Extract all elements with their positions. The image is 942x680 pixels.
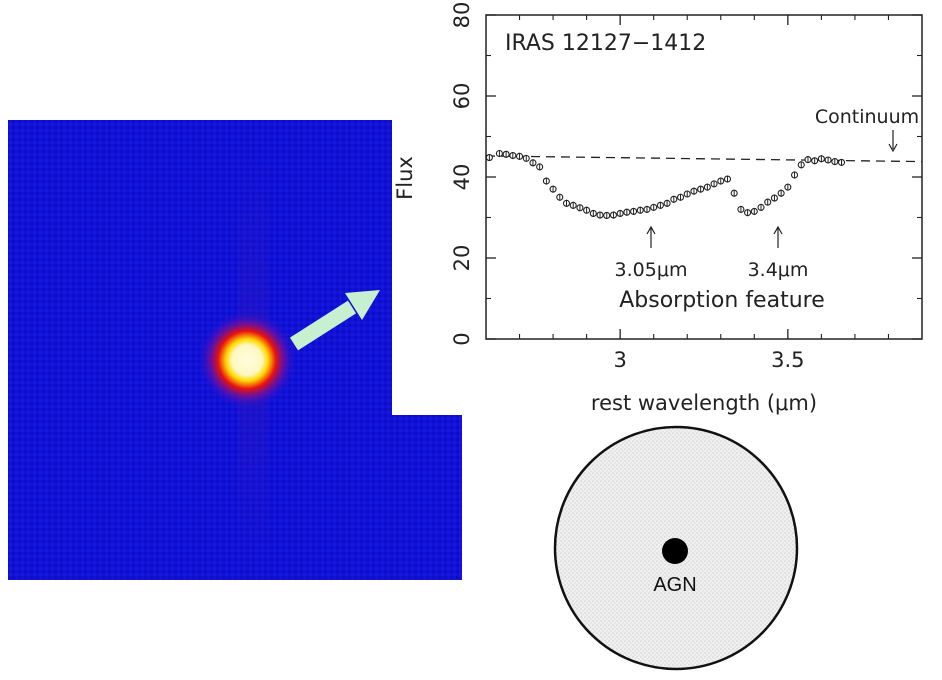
data-point (737, 205, 745, 213)
y-axis-label: Flux (393, 156, 417, 200)
data-point (485, 154, 493, 162)
data-point (750, 207, 758, 215)
feature-34-label: 3.4μm (748, 259, 809, 281)
data-point (495, 149, 503, 158)
data-point (697, 185, 705, 193)
data-point (656, 201, 664, 209)
axis-tick-labels: 0 20 40 60 80 3 3.5 (450, 2, 805, 372)
data-point (690, 187, 698, 195)
bright-source (197, 310, 297, 410)
continuum-arrow (888, 130, 898, 153)
chart-title: IRAS 12127−1412 (505, 31, 706, 56)
data-point (744, 209, 752, 217)
data-point (609, 211, 617, 219)
data-point (663, 199, 671, 207)
feature-305-label: 3.05μm (615, 259, 688, 281)
data-point (583, 206, 591, 214)
absorption-feature-label: Absorption feature (619, 288, 825, 313)
data-point (791, 171, 799, 179)
pointer-arrow (289, 290, 380, 351)
y-tick-label: 40 (450, 164, 474, 191)
data-point (777, 189, 785, 197)
data-point (670, 195, 678, 203)
data-point (676, 193, 685, 201)
data-point (616, 209, 624, 217)
data-point (683, 190, 691, 198)
data-point (784, 183, 792, 191)
x-tick-label: 3 (613, 348, 626, 372)
data-point (522, 154, 530, 162)
data-point (730, 189, 738, 197)
data-point (817, 155, 825, 163)
data-point (717, 177, 725, 185)
data-point (764, 198, 772, 206)
axis-ticks (486, 14, 922, 340)
data-point (804, 156, 812, 164)
data-point (562, 199, 571, 207)
feature-34-arrow (773, 225, 783, 248)
agn-nucleus (662, 538, 688, 564)
data-point (710, 180, 718, 188)
data-point (811, 157, 819, 165)
data-point (576, 204, 584, 212)
data-point (636, 206, 644, 214)
data-point (630, 207, 638, 215)
feature-305-arrow (646, 225, 656, 248)
data-point (515, 152, 524, 160)
data-point (542, 177, 550, 185)
continuum-annotation: Continuum (815, 106, 919, 128)
data-point (703, 183, 711, 191)
data-point (831, 158, 839, 166)
agn-label: AGN (653, 574, 696, 596)
x-axis-label: rest wavelength (μm) (591, 391, 817, 415)
data-point (589, 209, 597, 217)
data-point (824, 156, 832, 164)
data-point (529, 159, 537, 167)
data-point (549, 185, 557, 193)
data-points (485, 149, 846, 220)
data-point (650, 203, 658, 211)
data-point (556, 193, 564, 201)
y-tick-label: 20 (450, 245, 474, 272)
data-point (757, 203, 765, 211)
data-point (603, 211, 611, 220)
data-point (797, 161, 805, 169)
data-point (536, 163, 544, 171)
y-tick-label: 0 (450, 332, 474, 345)
data-point (502, 150, 510, 158)
data-point (596, 211, 604, 219)
data-point (837, 158, 846, 166)
y-tick-label: 80 (450, 2, 474, 29)
y-tick-label: 60 (450, 83, 474, 110)
continuum-line (485, 155, 923, 163)
data-point (623, 208, 631, 216)
data-point (569, 201, 577, 209)
data-point (770, 194, 778, 202)
data-point (723, 175, 732, 183)
data-point (643, 205, 651, 213)
data-point (509, 151, 517, 160)
x-tick-label: 3.5 (771, 348, 804, 372)
